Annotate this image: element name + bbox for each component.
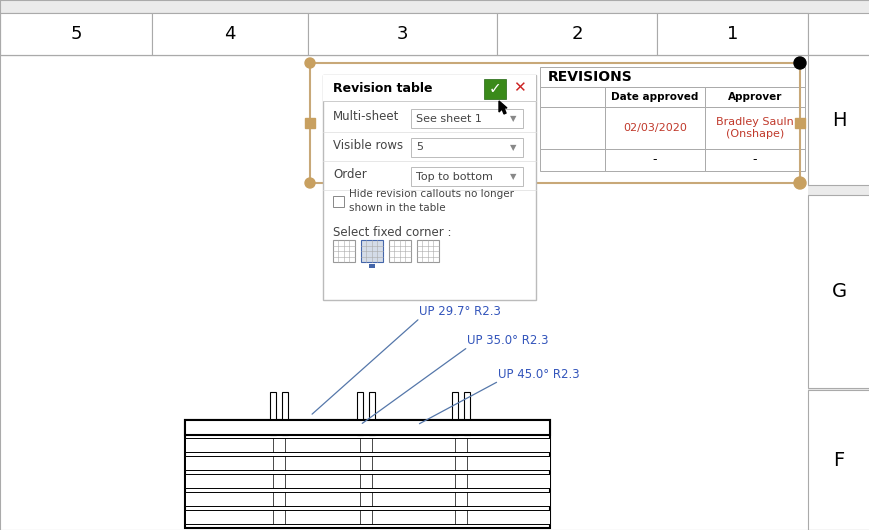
Text: ▼: ▼ bbox=[509, 143, 515, 152]
Text: 02/03/2020: 02/03/2020 bbox=[622, 123, 687, 133]
Bar bbox=[410, 138, 522, 157]
Text: Select fixed corner :: Select fixed corner : bbox=[333, 226, 451, 239]
Polygon shape bbox=[499, 101, 507, 114]
Text: 2: 2 bbox=[571, 25, 582, 43]
Text: REVISIONS: REVISIONS bbox=[547, 70, 632, 84]
Text: ▼: ▼ bbox=[509, 114, 515, 123]
Text: UP 45.0° R2.3: UP 45.0° R2.3 bbox=[497, 368, 579, 381]
Text: See sheet 1: See sheet 1 bbox=[415, 113, 481, 123]
Bar bbox=[185, 420, 549, 528]
Bar bbox=[269, 392, 275, 435]
Text: H: H bbox=[831, 110, 846, 129]
Bar bbox=[496, 13, 656, 55]
Bar bbox=[185, 510, 549, 524]
Bar bbox=[333, 196, 343, 207]
Bar bbox=[540, 87, 604, 107]
Bar bbox=[416, 240, 439, 262]
Bar bbox=[185, 474, 549, 488]
Text: ✓: ✓ bbox=[488, 82, 501, 96]
Text: G: G bbox=[831, 282, 846, 301]
Text: F: F bbox=[833, 450, 844, 470]
Bar bbox=[185, 420, 549, 435]
Bar bbox=[540, 67, 804, 87]
Bar bbox=[152, 13, 308, 55]
Bar bbox=[185, 456, 549, 470]
Bar bbox=[807, 55, 869, 185]
Text: Visible rows: Visible rows bbox=[333, 139, 402, 152]
Bar bbox=[361, 240, 382, 262]
Text: 5: 5 bbox=[415, 143, 422, 153]
Text: -: - bbox=[752, 154, 756, 166]
Text: 1: 1 bbox=[726, 25, 737, 43]
Text: 4: 4 bbox=[224, 25, 235, 43]
Circle shape bbox=[793, 57, 805, 69]
Bar bbox=[540, 149, 604, 171]
Text: ✕: ✕ bbox=[512, 81, 525, 95]
Circle shape bbox=[793, 177, 805, 189]
Bar bbox=[322, 75, 535, 300]
Bar bbox=[704, 149, 804, 171]
Bar bbox=[368, 264, 375, 268]
Bar bbox=[368, 392, 375, 435]
Bar bbox=[452, 392, 457, 435]
Circle shape bbox=[305, 178, 315, 188]
Bar bbox=[704, 107, 804, 149]
Text: Approver: Approver bbox=[727, 92, 781, 102]
Bar bbox=[308, 13, 496, 55]
Bar bbox=[388, 240, 410, 262]
Text: Order: Order bbox=[333, 168, 367, 181]
Text: Bradley Sauln
(Onshape): Bradley Sauln (Onshape) bbox=[715, 117, 793, 139]
Bar bbox=[807, 195, 869, 388]
Bar bbox=[410, 167, 522, 186]
Text: 3: 3 bbox=[396, 25, 408, 43]
Text: UP 35.0° R2.3: UP 35.0° R2.3 bbox=[467, 334, 547, 347]
Bar bbox=[807, 13, 869, 530]
Text: UP 29.7° R2.3: UP 29.7° R2.3 bbox=[419, 305, 501, 318]
Bar bbox=[0, 55, 807, 530]
Bar bbox=[0, 13, 152, 55]
Circle shape bbox=[305, 58, 315, 68]
Bar bbox=[463, 392, 469, 435]
Bar bbox=[322, 75, 535, 101]
Text: 5: 5 bbox=[70, 25, 82, 43]
Bar bbox=[807, 13, 869, 55]
Bar bbox=[604, 107, 704, 149]
Bar bbox=[185, 492, 549, 506]
Bar bbox=[540, 107, 604, 149]
Bar bbox=[604, 149, 704, 171]
Bar bbox=[794, 118, 804, 128]
Bar bbox=[410, 109, 522, 128]
Text: Date approved: Date approved bbox=[611, 92, 698, 102]
Text: -: - bbox=[652, 154, 656, 166]
Text: Revision table: Revision table bbox=[333, 82, 432, 94]
Bar bbox=[704, 87, 804, 107]
Bar bbox=[356, 392, 362, 435]
Bar bbox=[807, 390, 869, 530]
Text: Top to bottom: Top to bottom bbox=[415, 172, 493, 181]
Bar bbox=[333, 240, 355, 262]
Bar bbox=[604, 87, 704, 107]
Text: ▼: ▼ bbox=[509, 172, 515, 181]
Text: Hide revision callouts no longer
shown in the table: Hide revision callouts no longer shown i… bbox=[348, 189, 514, 213]
Text: Multi-sheet: Multi-sheet bbox=[333, 110, 399, 123]
Bar bbox=[483, 79, 506, 99]
Bar bbox=[0, 13, 807, 55]
Bar bbox=[656, 13, 807, 55]
Bar bbox=[305, 118, 315, 128]
Bar bbox=[185, 438, 549, 452]
Bar bbox=[282, 392, 288, 435]
